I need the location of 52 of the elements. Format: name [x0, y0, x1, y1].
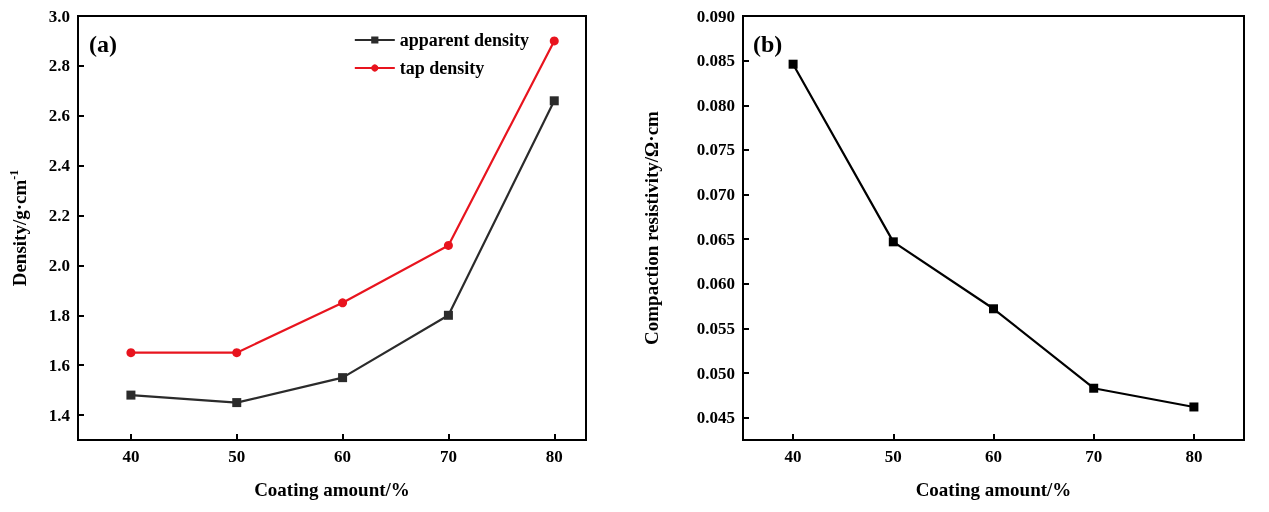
x-tick-label: 50 — [228, 447, 246, 466]
point — [549, 96, 559, 106]
x-tick-label: 50 — [884, 447, 902, 466]
y-tick-label: 0.045 — [696, 408, 735, 428]
point — [989, 304, 998, 314]
y-tick-label: 2.8 — [48, 56, 70, 76]
y-tick-label: 2.2 — [48, 206, 70, 226]
y-tick-label: 0.065 — [696, 229, 735, 249]
y-tick-label: 2.6 — [48, 106, 70, 126]
x-tick-label: 40 — [784, 447, 802, 466]
point — [549, 36, 559, 46]
legend-label: apparent density — [399, 30, 530, 50]
y-tick-label: 1.6 — [48, 355, 70, 375]
x-axis-title: Coating amount/% — [915, 479, 1072, 500]
y-tick-label: 0.070 — [696, 185, 735, 205]
y-tick-label: 0.055 — [696, 318, 735, 338]
y-axis-title: Density/g·cm-1 — [7, 169, 30, 287]
y-tick-label: 0.050 — [696, 363, 735, 383]
annotation: (b) — [753, 31, 783, 57]
point — [1089, 383, 1099, 393]
y-tick-label: 1.4 — [48, 405, 71, 425]
y-axis-title: Compaction resistivity/Ω·cm — [641, 110, 662, 345]
y-tick-label: 0.090 — [696, 6, 735, 26]
x-tick-label: 70 — [439, 447, 457, 466]
point — [443, 240, 453, 250]
x-tick-label: 40 — [122, 447, 140, 466]
annotation: (a) — [89, 31, 117, 57]
point — [443, 310, 453, 320]
point — [338, 298, 348, 308]
x-tick-label: 60 — [334, 447, 352, 466]
y-tick-label: 0.075 — [696, 140, 735, 160]
point — [1189, 402, 1199, 412]
point — [788, 59, 798, 69]
point — [338, 373, 348, 383]
y-tick-label: 0.060 — [696, 274, 735, 294]
x-axis-title: Coating amount/% — [254, 479, 410, 500]
point — [232, 348, 242, 358]
x-tick-label: 80 — [545, 447, 563, 466]
y-tick-label: 2.4 — [48, 156, 71, 176]
point — [888, 237, 898, 247]
y-tick-label: 3.0 — [48, 6, 70, 26]
point — [126, 390, 136, 400]
x-tick-label: 60 — [985, 447, 1002, 466]
y-tick-label: 2.0 — [48, 255, 70, 275]
point — [232, 398, 242, 408]
point — [126, 348, 136, 358]
legend-label: tap density — [399, 58, 485, 78]
y-tick-label: 0.080 — [696, 95, 735, 115]
x-tick-label: 70 — [1085, 447, 1103, 466]
y-tick-label: 1.8 — [48, 305, 70, 325]
y-tick-label: 0.085 — [696, 51, 735, 71]
x-tick-label: 80 — [1185, 447, 1203, 466]
